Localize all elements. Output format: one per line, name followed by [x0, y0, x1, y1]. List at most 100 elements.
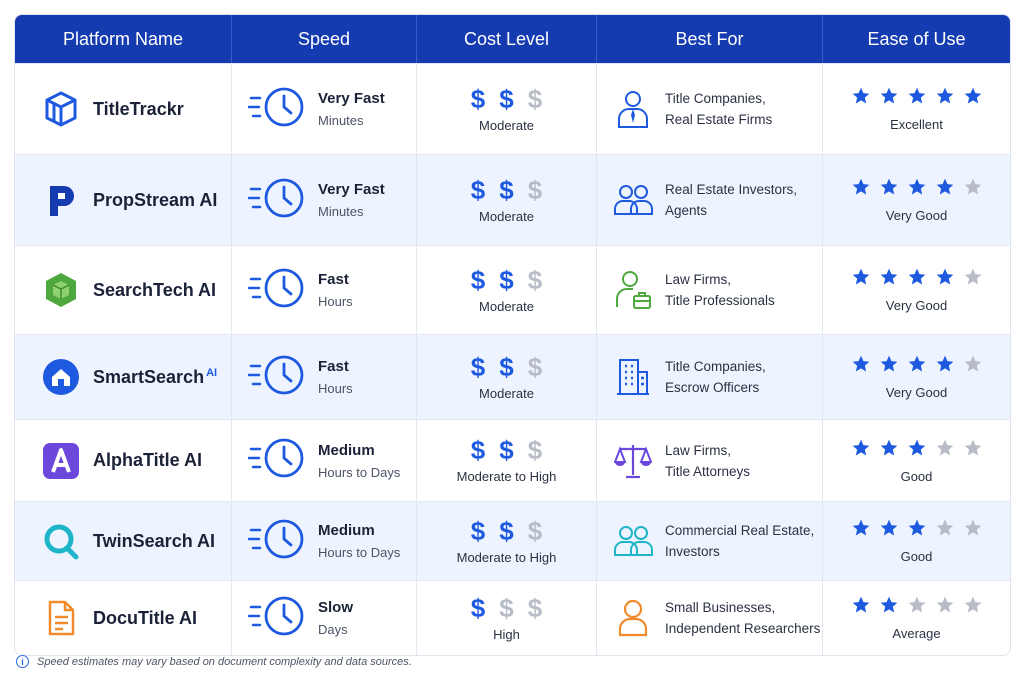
- best-for-cell: Commercial Real Estate, Investors: [597, 502, 823, 580]
- house-circle-logo-icon: [41, 357, 81, 397]
- header-best-for: Best For: [597, 15, 823, 63]
- best-for-cell: Law Firms, Title Attorneys: [597, 420, 823, 501]
- magnifier-logo-icon: [41, 521, 81, 561]
- star-icon: [935, 595, 955, 620]
- best-for-line-2: Title Professionals: [665, 293, 775, 308]
- dollar-sign-icon: $: [470, 83, 486, 114]
- dollar-sign-icon: $: [499, 435, 514, 465]
- best-for-line-1: Law Firms,: [665, 442, 732, 458]
- platform-name: PropStream AI: [93, 190, 219, 211]
- dollar-sign-icon: $: [499, 592, 514, 623]
- star-icon: [963, 354, 983, 379]
- cost-cell: $ $ $ Moderate: [417, 335, 597, 419]
- best-for-cell: Small Businesses, Independent Researchers: [597, 581, 823, 655]
- header-speed: Speed: [232, 15, 417, 63]
- star-icon: [879, 438, 899, 463]
- cost-label: Moderate to High: [456, 469, 557, 484]
- two-people-icon: [613, 521, 653, 561]
- best-for-line-1: Small Businesses,: [665, 600, 776, 615]
- ease-cell: Very Good: [823, 246, 1010, 334]
- star-icon: [879, 518, 899, 543]
- star-icon: [851, 518, 871, 543]
- platform-cell: TitleTrackr: [15, 64, 232, 154]
- platform-name-text: SearchTech AI: [93, 279, 217, 300]
- dollar-sign-icon: $: [499, 351, 514, 382]
- fast-clock-icon: [247, 353, 306, 402]
- speed-detail: Hours: [318, 381, 353, 396]
- star-icon: [907, 86, 927, 111]
- star-icon: [935, 438, 955, 463]
- star-icon: [907, 177, 927, 202]
- platform-name-text: TitleTrackr: [93, 98, 184, 119]
- star-icon: [879, 354, 899, 379]
- ease-label: Good: [900, 549, 933, 564]
- star-rating: [851, 354, 983, 379]
- platform-name-text: PropStream AI: [93, 189, 218, 210]
- fast-clock-icon: [247, 594, 306, 643]
- star-icon: [935, 518, 955, 543]
- cost-label: Moderate to High: [456, 549, 557, 565]
- star-icon: [851, 177, 871, 202]
- cost-rating: $ $ $: [471, 267, 542, 293]
- ease-label: Average: [892, 626, 941, 641]
- fast-clock-icon: [247, 436, 306, 485]
- star-icon: [935, 86, 955, 111]
- star-icon: [879, 267, 899, 292]
- speed-detail: Minutes: [318, 113, 364, 128]
- speed-level: Fast: [318, 271, 349, 288]
- speed-cell: Fast Hours: [232, 335, 417, 419]
- table-row: AlphaTitle AI Medium Hours to Days $ $ $ Moder…: [15, 419, 1010, 501]
- platform-cell: SearchTech AI: [15, 246, 232, 334]
- cost-cell: $ $ $ Moderate to High: [417, 420, 597, 501]
- dollar-sign-icon: $: [527, 174, 543, 205]
- best-for-line-1: Real Estate Investors,: [665, 182, 798, 197]
- star-icon: [851, 86, 871, 111]
- speed-cell: Very Fast Minutes: [232, 155, 417, 245]
- ease-label: Very Good: [885, 385, 948, 400]
- cost-rating: $ $ $: [471, 354, 542, 380]
- header-cost-level: Cost Level: [417, 15, 597, 63]
- cost-cell: $ $ $ Moderate: [417, 64, 597, 154]
- ease-cell: Good: [823, 502, 1010, 580]
- dollar-sign-icon: $: [499, 83, 514, 114]
- speed-level: Fast: [318, 358, 349, 375]
- speed-cell: Medium Hours to Days: [232, 420, 417, 501]
- star-icon: [963, 267, 983, 292]
- star-rating: [851, 267, 983, 292]
- best-for-line-2: Real Estate Firms: [665, 112, 773, 127]
- star-rating: [851, 518, 983, 543]
- speed-level: Medium: [318, 522, 375, 539]
- table-row: TwinSearch AI Medium Hours to Days $ $ $ Moder…: [15, 501, 1010, 580]
- star-icon: [907, 438, 927, 463]
- green-hexagon-cube-logo-icon: [41, 270, 81, 310]
- dollar-sign-icon: $: [470, 174, 486, 205]
- speed-detail: Hours to Days: [318, 545, 401, 560]
- cost-cell: $ $ $ Moderate: [417, 246, 597, 334]
- table-row: DocuTitle AI Slow Days $ $ $ High Small Busines…: [15, 580, 1010, 655]
- person-tie-icon: [613, 89, 653, 129]
- cost-label: Moderate: [479, 117, 534, 133]
- speed-detail: Days: [318, 622, 348, 637]
- ease-cell: Very Good: [823, 155, 1010, 245]
- best-for-line-2: Investors: [665, 544, 720, 559]
- star-icon: [907, 595, 927, 620]
- star-icon: [907, 354, 927, 379]
- speed-level: Very Fast: [318, 181, 385, 198]
- best-for-line-2: Independent Researchers: [665, 621, 821, 636]
- fast-clock-icon: [247, 517, 306, 566]
- platform-name: SearchTech AI: [93, 280, 218, 301]
- fast-clock-icon: [247, 176, 306, 225]
- speed-detail: Hours: [318, 294, 353, 309]
- p-letter-logo-icon: [41, 180, 81, 220]
- platform-name-text: AlphaTitle AI: [93, 450, 203, 470]
- star-icon: [963, 438, 983, 463]
- star-icon: [963, 86, 983, 111]
- cost-rating: $ $ $: [471, 595, 542, 621]
- platform-cell: PropStream AI: [15, 155, 232, 245]
- speed-cell: Slow Days: [232, 581, 417, 655]
- best-for-cell: Title Companies, Escrow Officers: [597, 335, 823, 419]
- table-row: SearchTech AI Fast Hours $ $ $ Moderate Law Fir…: [15, 245, 1010, 334]
- office-building-icon: [613, 357, 653, 397]
- document-logo-icon: [41, 598, 81, 638]
- star-rating: [851, 595, 983, 620]
